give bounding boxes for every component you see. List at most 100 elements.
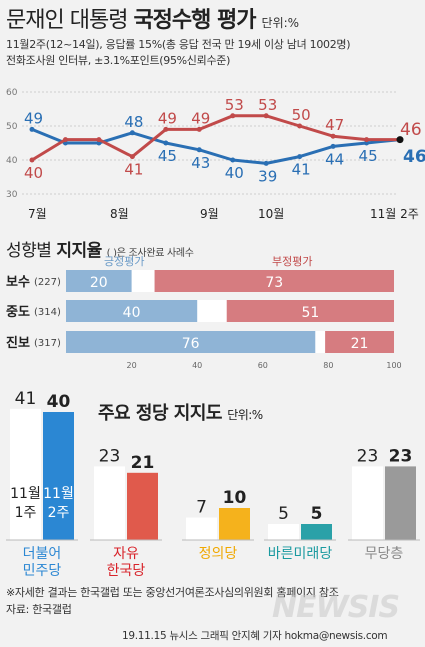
approval-line-chart: 60 50 40 30 49 48 45 43 40 39 41 44 45 40 41 49 49 53… — [6, 88, 425, 221]
value-label-week1: 7 — [196, 498, 207, 518]
negative-line-point — [364, 137, 370, 143]
ideology-section-title: 성향별 지지율 ( )은 조사완료 사례수 — [6, 236, 194, 261]
bar-negative — [154, 270, 394, 292]
positive-point-label: 45 — [359, 147, 378, 165]
survey-note-1: 11월2주(12~14일), 응답률 15%(총 응답 전국 만 19세 이상 … — [6, 38, 351, 51]
positive-line-point — [330, 143, 336, 149]
legend-positive: 긍정평가 — [104, 255, 144, 268]
end-label-negative: 46 — [400, 120, 422, 140]
bar-positive — [66, 300, 198, 322]
newsis-watermark: NEWSIS — [272, 590, 400, 625]
legend-negative: 부정평가 — [272, 255, 312, 268]
week2-label: 2주 — [48, 505, 70, 521]
week2-label: 11월 — [43, 486, 74, 502]
positive-line-point — [29, 126, 35, 132]
bar-week1 — [186, 517, 217, 540]
negative-line-point — [230, 113, 236, 119]
negative-line-point — [129, 154, 135, 160]
x-tick-label: 100 — [386, 361, 401, 370]
negative-line-point — [96, 137, 102, 143]
party-label: 무당층 — [365, 546, 404, 562]
bar-week2 — [385, 466, 416, 540]
positive-line-point — [297, 154, 303, 160]
negative-line — [31, 114, 400, 162]
negative-point-label: 49 — [191, 109, 210, 127]
bar-positive-label: 40 — [123, 305, 141, 321]
ideology-bars: 보수 (227) 20 73 중도 (314) 40 51 진보 (317) 76 21 — [6, 270, 394, 353]
x-tick-label: 80 — [323, 361, 333, 370]
line-y-ticks: 60 50 40 30 — [6, 88, 18, 200]
x-label-oct: 10월 — [258, 207, 284, 221]
week1-label: 11월 — [10, 486, 41, 502]
value-label-week1: 23 — [357, 446, 379, 466]
positive-line-point — [129, 130, 135, 136]
value-label-week1: 41 — [15, 389, 37, 409]
negative-line-point — [297, 123, 303, 129]
chart-title: 문재인 대통령 국정수행 평가 단위:% — [6, 2, 299, 34]
value-label-week1: 23 — [99, 446, 121, 466]
positive-point-label: 44 — [325, 150, 344, 168]
negative-point-label: 47 — [325, 116, 344, 134]
negative-line-point — [330, 133, 336, 139]
negative-line-point — [196, 126, 202, 132]
bar-negative-label: 21 — [351, 336, 369, 352]
bar-week1 — [94, 466, 125, 540]
end-label-positive: 46 — [403, 147, 425, 167]
value-label-week2: 10 — [223, 488, 247, 508]
x-tick-label: 40 — [192, 361, 202, 370]
positive-point-label: 49 — [24, 109, 43, 127]
bar-positive-label: 76 — [182, 336, 200, 352]
positive-point-label: 45 — [158, 147, 177, 165]
party-section-title: 주요 정당 지지도 단위:% — [98, 399, 263, 425]
bar-week1 — [10, 408, 41, 540]
bar-week1 — [268, 524, 299, 540]
ideology-title-bold: 지지율 — [56, 241, 102, 261]
party-label: 자유 — [113, 546, 139, 562]
negative-line-point — [29, 157, 35, 163]
y-tick-40: 40 — [6, 156, 18, 166]
end-point-marker — [396, 136, 404, 144]
positive-point-label: 39 — [258, 167, 277, 185]
negative-point-label: 41 — [124, 161, 143, 179]
bar-negative-label: 73 — [265, 275, 283, 291]
bar-week1 — [352, 466, 383, 540]
bar-negative — [226, 300, 394, 322]
ideology-title-pre: 성향별 — [6, 241, 57, 261]
negative-point-label: 40 — [24, 164, 43, 182]
negative-line-point — [163, 126, 169, 132]
title-bold: 국정수행 평가 — [133, 8, 256, 33]
party-label: 정의당 — [199, 546, 238, 562]
x-label-aug: 8월 — [110, 207, 129, 221]
x-label-nov-week2: 11월 2주 — [370, 207, 419, 221]
ideology-bar-chart: 보수 (227) 20 73 중도 (314) 40 51 진보 (317) 76 21 긍정평가 부… — [6, 255, 402, 370]
title-main: 문재인 대통령 — [6, 8, 134, 33]
y-tick-30: 30 — [6, 190, 18, 200]
ideology-legend: 긍정평가 부정평가 — [104, 255, 312, 268]
category-label: 진보 — [6, 335, 30, 351]
sample-size: (227) — [34, 277, 61, 288]
positive-line-point — [230, 157, 236, 163]
negative-line-point — [62, 137, 68, 143]
party-label: 더불어 — [23, 546, 62, 562]
line-x-labels: 7월 8월 9월 10월 11월 2주 — [28, 207, 419, 221]
bar-week2 — [301, 524, 332, 540]
ideology-x-ticks: 20 40 60 80 100 — [127, 361, 402, 370]
title-unit: 단위:% — [261, 16, 300, 30]
negative-point-label: 50 — [292, 106, 311, 124]
line-series — [29, 113, 404, 166]
value-label-week2: 23 — [389, 446, 413, 466]
category-label: 보수 — [6, 275, 30, 290]
party-label: 민주당 — [23, 563, 62, 579]
positive-line-point — [263, 160, 269, 166]
positive-line-point — [163, 140, 169, 146]
x-label-sep: 9월 — [200, 207, 219, 221]
bar-negative-label: 51 — [301, 305, 319, 321]
value-label-week2: 21 — [131, 453, 155, 473]
bar-week2 — [127, 472, 158, 540]
x-tick-label: 60 — [258, 361, 268, 370]
week1-label: 1주 — [15, 505, 37, 521]
sample-size: (314) — [34, 307, 61, 318]
x-tick-label: 20 — [127, 361, 137, 370]
